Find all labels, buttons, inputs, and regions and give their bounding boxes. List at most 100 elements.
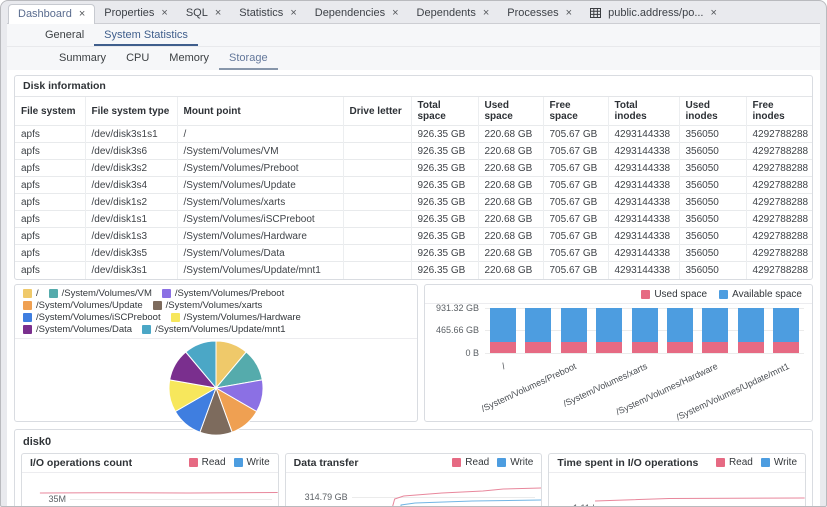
table-cell: 705.67 GB	[543, 261, 609, 279]
table-cell: 705.67 GB	[543, 176, 609, 194]
legend-item[interactable]: /	[23, 288, 39, 299]
table-cell: 220.68 GB	[478, 261, 544, 279]
tab-storage[interactable]: Storage	[219, 47, 278, 70]
tab-memory[interactable]: Memory	[169, 52, 210, 64]
stacked-bar[interactable]	[773, 307, 800, 353]
close-icon[interactable]: ×	[290, 6, 297, 19]
used-space-segment	[702, 341, 729, 353]
table-cell: 705.67 GB	[543, 159, 609, 177]
close-icon[interactable]: ×	[161, 6, 168, 19]
table-cell: 926.35 GB	[411, 227, 479, 245]
table-cell: 926.35 GB	[411, 210, 479, 228]
stacked-bar[interactable]	[489, 307, 516, 353]
close-icon[interactable]: ×	[565, 6, 573, 19]
legend-item[interactable]: Used space	[641, 289, 707, 300]
window-tab-properties[interactable]: Properties ×	[95, 4, 177, 23]
window-tab-processes[interactable]: Processes ×	[498, 4, 581, 23]
chart-panel-data-transfer: Data transfer Read Write 314.79 GB	[284, 452, 543, 507]
close-icon[interactable]: ×	[78, 7, 86, 20]
table-cell: 356050	[679, 159, 747, 177]
table-cell: 220.68 GB	[478, 227, 544, 245]
used-space-segment	[596, 341, 623, 353]
table-cell: 356050	[679, 227, 747, 245]
tab-summary[interactable]: Summary	[59, 52, 107, 64]
close-icon[interactable]: ×	[710, 6, 717, 19]
legend-item[interactable]: /System/Volumes/Update	[23, 300, 143, 311]
stacked-bar[interactable]	[737, 307, 764, 353]
table-cell: /System/Volumes/xarts	[177, 193, 344, 211]
legend-item[interactable]: /System/Volumes/xarts	[152, 299, 263, 311]
legend-item[interactable]: /System/Volumes/Data	[23, 324, 132, 335]
column-header: Used inodes	[679, 97, 747, 126]
legend-swatch	[23, 288, 32, 298]
stacked-bar[interactable]	[596, 307, 623, 353]
legend-item[interactable]: Read	[715, 457, 753, 468]
legend-item[interactable]: /System/Volumes/iSCPreboot	[23, 312, 161, 323]
column-header: Used space	[478, 97, 544, 126]
window-tab-statistics[interactable]: Statistics ×	[230, 4, 305, 23]
legend-item[interactable]: Write	[760, 457, 798, 468]
window-tab-bar: Dashboard × Properties × SQL × Statistics × Depe…	[7, 1, 820, 24]
stacked-bar[interactable]	[702, 307, 729, 353]
window-tab-label: Statistics	[239, 7, 284, 19]
window-tab-label: Properties	[104, 7, 155, 19]
legend-label: Write	[773, 457, 798, 468]
legend-swatch	[23, 300, 32, 310]
chart-title: Time spent in I/O operations	[557, 456, 699, 469]
table-cell: apfs	[15, 159, 86, 177]
window-tab-sql[interactable]: SQL ×	[177, 4, 230, 23]
legend-item[interactable]: /System/Volumes/Hardware	[170, 311, 301, 323]
table-cell: 4293144338	[608, 193, 680, 211]
table-cell: 356050	[679, 261, 747, 279]
table-icon	[590, 8, 602, 18]
table-cell: /dev/disk1s2	[85, 193, 178, 211]
legend-label: /System/Volumes/Data	[36, 323, 133, 335]
close-icon[interactable]: ×	[392, 6, 399, 19]
legend-label: /System/Volumes/Hardware	[183, 311, 301, 323]
legend-item[interactable]: Read	[188, 457, 226, 468]
tab-cpu[interactable]: CPU	[126, 52, 150, 64]
legend-label: /System/Volumes/xarts	[165, 299, 263, 311]
window-tab-dependencies[interactable]: Dependencies ×	[306, 4, 408, 23]
used-space-segment	[666, 341, 693, 353]
window-tab-dashboard[interactable]: Dashboard ×	[8, 4, 96, 24]
gridline	[351, 496, 536, 498]
pie-slice[interactable]	[185, 339, 217, 389]
table-row: apfs/dev/disk1s3/System/Volumes/Hardware…	[15, 227, 812, 245]
dashboard-tab-bar: General System Statistics	[7, 24, 820, 47]
chart-header: Data transfer Read Write	[285, 454, 542, 473]
column-header: File system type	[85, 97, 178, 126]
legend-item[interactable]: Available space	[719, 289, 802, 300]
tab-general[interactable]: General	[45, 29, 85, 41]
window-tab-public-address-po-[interactable]: public.address/po... ×	[581, 4, 726, 23]
legend-item[interactable]: /System/Volumes/VM	[48, 288, 152, 299]
chart-header: I/O operations count Read Write	[22, 454, 278, 473]
stacked-bar[interactable]	[560, 307, 587, 353]
line-chart	[286, 479, 542, 507]
stacked-bar[interactable]	[666, 307, 693, 353]
window-tab-label: Dashboard	[18, 8, 72, 20]
legend-item[interactable]: Write	[497, 457, 533, 468]
legend-item[interactable]: /System/Volumes/Update/mnt1	[142, 324, 286, 335]
legend-item[interactable]: Read	[452, 457, 489, 468]
column-header: Mount point	[177, 97, 344, 126]
used-space-segment	[560, 341, 587, 353]
table-cell: 220.68 GB	[478, 193, 544, 211]
legend-item[interactable]: /System/Volumes/Preboot	[161, 288, 284, 299]
window-tab-dependents[interactable]: Dependents ×	[408, 4, 499, 23]
pie-chart-panel: / /System/Volumes/VM/System/Volumes/Prebo…	[14, 283, 418, 436]
table-cell: 4293144338	[608, 210, 680, 228]
legend-item[interactable]: Write	[233, 457, 270, 468]
table-cell: 705.67 GB	[543, 244, 609, 262]
table-cell: 926.35 GB	[411, 193, 479, 211]
close-icon[interactable]: ×	[482, 6, 490, 19]
legend-swatch	[23, 324, 32, 334]
tab-system-statistics[interactable]: System Statistics	[94, 24, 198, 46]
stacked-bar[interactable]	[525, 307, 552, 353]
table-cell	[343, 210, 412, 228]
table-cell: 926.35 GB	[411, 244, 479, 262]
table-row: apfs/dev/disk3s4/System/Volumes/Update 92…	[15, 176, 812, 194]
stacked-bar[interactable]	[631, 307, 658, 353]
close-icon[interactable]: ×	[214, 6, 222, 19]
